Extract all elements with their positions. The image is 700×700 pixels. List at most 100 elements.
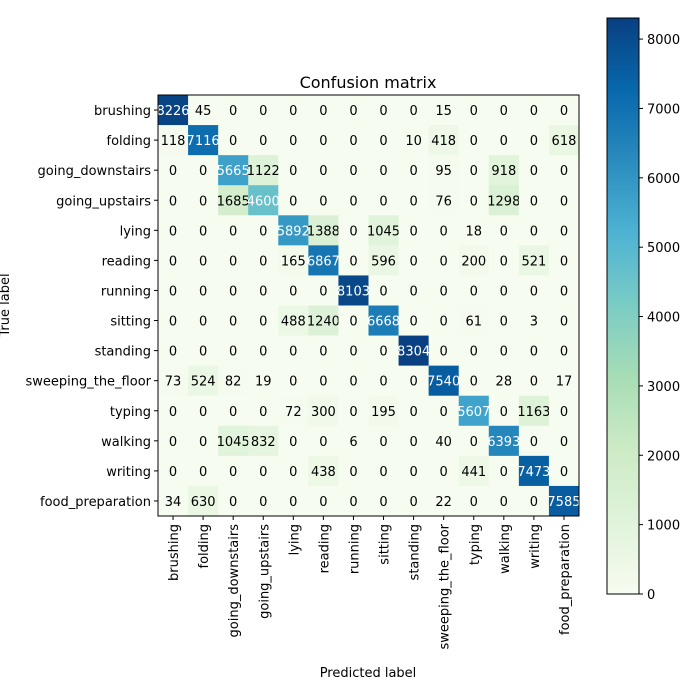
cell-value-label: 72 xyxy=(285,405,302,420)
matrix-cell xyxy=(158,455,189,487)
matrix-cell xyxy=(398,125,430,156)
matrix-cell xyxy=(338,395,369,427)
matrix-cell xyxy=(338,215,369,246)
colorbar-tick-label: 6000 xyxy=(647,172,680,187)
matrix-cell xyxy=(428,305,460,337)
cell-value-label: 0 xyxy=(379,284,387,299)
cell-value-label: 0 xyxy=(349,104,357,119)
cell-value-label: 0 xyxy=(440,224,448,239)
cell-value-label: 0 xyxy=(259,495,267,510)
matrix-cell xyxy=(488,485,520,517)
matrix-cell xyxy=(398,185,430,216)
matrix-cell xyxy=(188,425,219,457)
matrix-cell xyxy=(158,305,189,337)
matrix-cells: 8226 45 0 0 0 0 0 0 0 15 0 0 0 0 118 7116 0 0 0 0 0 0 10 418 0 0 0… xyxy=(156,95,581,517)
matrix-cell xyxy=(308,335,339,367)
cell-value-label: 1122 xyxy=(247,164,280,179)
cell-value-label: 6393 xyxy=(487,435,520,450)
matrix-cell xyxy=(218,185,249,216)
cell-value-label: 0 xyxy=(409,405,417,420)
cell-value-label: 0 xyxy=(349,345,357,360)
matrix-cell xyxy=(368,245,400,276)
matrix-cell xyxy=(338,305,369,337)
matrix-cell xyxy=(158,125,189,156)
matrix-cell xyxy=(248,215,279,246)
y-axis-ticks: brushing folding going_downstairs going_ups… xyxy=(25,104,158,510)
matrix-cell xyxy=(398,305,430,337)
cell-value-label: 441 xyxy=(461,465,486,480)
cell-value-label: 0 xyxy=(349,254,357,269)
cell-value-label: 0 xyxy=(169,435,177,450)
y-tick-label: reading xyxy=(102,254,151,269)
matrix-cell xyxy=(518,365,550,397)
cell-value-label: 0 xyxy=(349,164,357,179)
matrix-cell xyxy=(308,215,339,246)
matrix-cell xyxy=(548,245,580,276)
matrix-cell xyxy=(368,185,400,216)
cell-value-label: 0 xyxy=(500,254,508,269)
cell-value-label: 0 xyxy=(259,345,267,360)
matrix-cell xyxy=(458,155,490,186)
cell-value-label: 4600 xyxy=(247,194,280,209)
cell-value-label: 82 xyxy=(225,375,242,390)
cell-value-label: 0 xyxy=(379,104,387,119)
matrix-cell xyxy=(278,275,309,306)
cell-value-label: 6 xyxy=(349,435,357,450)
cell-value-label: 10 xyxy=(405,134,422,149)
cell-value-label: 0 xyxy=(409,254,417,269)
cell-value-label: 0 xyxy=(560,104,568,119)
matrix-cell xyxy=(278,215,309,246)
colorbar-tick-label: 4000 xyxy=(647,311,680,326)
matrix-cell xyxy=(188,305,219,337)
cell-value-label: 0 xyxy=(259,315,267,330)
matrix-cell xyxy=(398,455,430,487)
cell-value-label: 0 xyxy=(289,435,297,450)
cell-value-label: 0 xyxy=(169,164,177,179)
cell-value-label: 0 xyxy=(560,315,568,330)
cell-value-label: 0 xyxy=(500,224,508,239)
x-tick-label: standing xyxy=(408,524,423,580)
matrix-cell xyxy=(218,365,249,397)
cell-value-label: 0 xyxy=(379,164,387,179)
matrix-cell xyxy=(398,275,430,306)
cell-value-label: 0 xyxy=(199,224,207,239)
y-axis-label: True label xyxy=(0,273,13,337)
matrix-cell xyxy=(338,455,369,487)
matrix-cell xyxy=(248,455,279,487)
matrix-cell xyxy=(278,455,309,487)
colorbar-tick-label: 3000 xyxy=(647,380,680,395)
cell-value-label: 0 xyxy=(319,194,327,209)
cell-value-label: 118 xyxy=(161,134,186,149)
cell-value-label: 1388 xyxy=(307,224,340,239)
cell-value-label: 0 xyxy=(470,435,478,450)
matrix-cell xyxy=(218,485,249,517)
cell-value-label: 7540 xyxy=(427,375,460,390)
y-tick-label: lying xyxy=(120,224,151,239)
matrix-cell xyxy=(218,95,249,126)
matrix-cell xyxy=(458,215,490,246)
matrix-cell xyxy=(338,245,369,276)
cell-value-label: 0 xyxy=(560,405,568,420)
cell-value-label: 0 xyxy=(409,315,417,330)
cell-value-label: 524 xyxy=(191,375,216,390)
matrix-cell xyxy=(188,155,219,186)
cell-value-label: 0 xyxy=(229,134,237,149)
matrix-cell xyxy=(428,245,460,276)
cell-value-label: 596 xyxy=(371,254,396,269)
cell-value-label: 0 xyxy=(560,224,568,239)
cell-value-label: 0 xyxy=(560,194,568,209)
cell-value-label: 15 xyxy=(435,104,452,119)
matrix-cell xyxy=(548,425,580,457)
cell-value-label: 0 xyxy=(199,194,207,209)
cell-value-label: 832 xyxy=(251,435,276,450)
matrix-cell xyxy=(518,275,550,306)
matrix-cell xyxy=(218,305,249,337)
matrix-cell xyxy=(398,425,430,457)
matrix-cell xyxy=(548,155,580,186)
matrix-cell xyxy=(158,215,189,246)
cell-value-label: 0 xyxy=(259,405,267,420)
cell-value-label: 0 xyxy=(289,495,297,510)
cell-value-label: 0 xyxy=(349,194,357,209)
matrix-cell xyxy=(458,365,490,397)
cell-value-label: 0 xyxy=(319,164,327,179)
